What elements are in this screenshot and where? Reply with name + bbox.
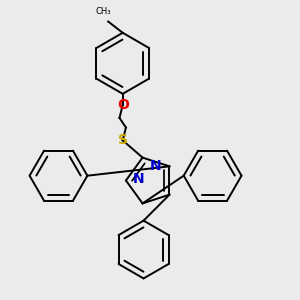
Text: S: S [118,134,128,147]
Text: N: N [133,172,145,186]
Text: O: O [117,98,129,112]
Text: CH₃: CH₃ [96,7,111,16]
Text: N: N [150,159,161,173]
